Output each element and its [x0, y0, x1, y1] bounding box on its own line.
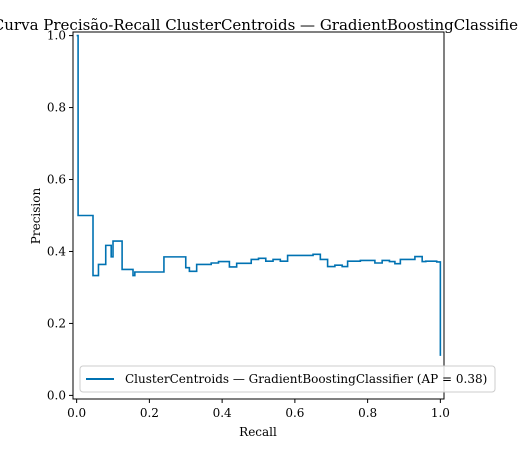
x-tick-label: 1.0	[431, 406, 450, 420]
plot-area	[76, 34, 442, 356]
y-tick-label: 0.8	[47, 101, 66, 115]
y-tick-label: 1.0	[47, 29, 66, 43]
x-tick-label: 0.0	[67, 406, 86, 420]
legend: ClusterCentroids — GradientBoostingClass…	[79, 365, 496, 393]
series-line	[76, 34, 442, 356]
x-tick-label: 0.8	[358, 406, 377, 420]
y-axis: 0.0 0.2 0.4 0.6 0.8 1.0	[47, 29, 73, 402]
x-axis: 0.0 0.2 0.4 0.6 0.8 1.0	[67, 399, 450, 420]
y-tick-label: 0.4	[47, 244, 66, 258]
chart-title: Curva Precisão-Recall ClusterCentroids —…	[0, 16, 518, 34]
x-axis-label: Recall	[239, 425, 277, 439]
x-tick-label: 0.6	[285, 406, 304, 420]
x-tick-label: 0.2	[140, 406, 159, 420]
y-tick-label: 0.2	[47, 316, 66, 330]
axes-frame	[72, 31, 445, 400]
legend-label: ClusterCentroids — GradientBoostingClass…	[125, 372, 487, 386]
legend-box	[79, 365, 496, 393]
x-tick-label: 0.4	[213, 406, 232, 420]
y-axis-label: Precision	[29, 188, 43, 245]
y-tick-label: 0.0	[47, 388, 66, 402]
y-tick-label: 0.6	[47, 173, 66, 187]
